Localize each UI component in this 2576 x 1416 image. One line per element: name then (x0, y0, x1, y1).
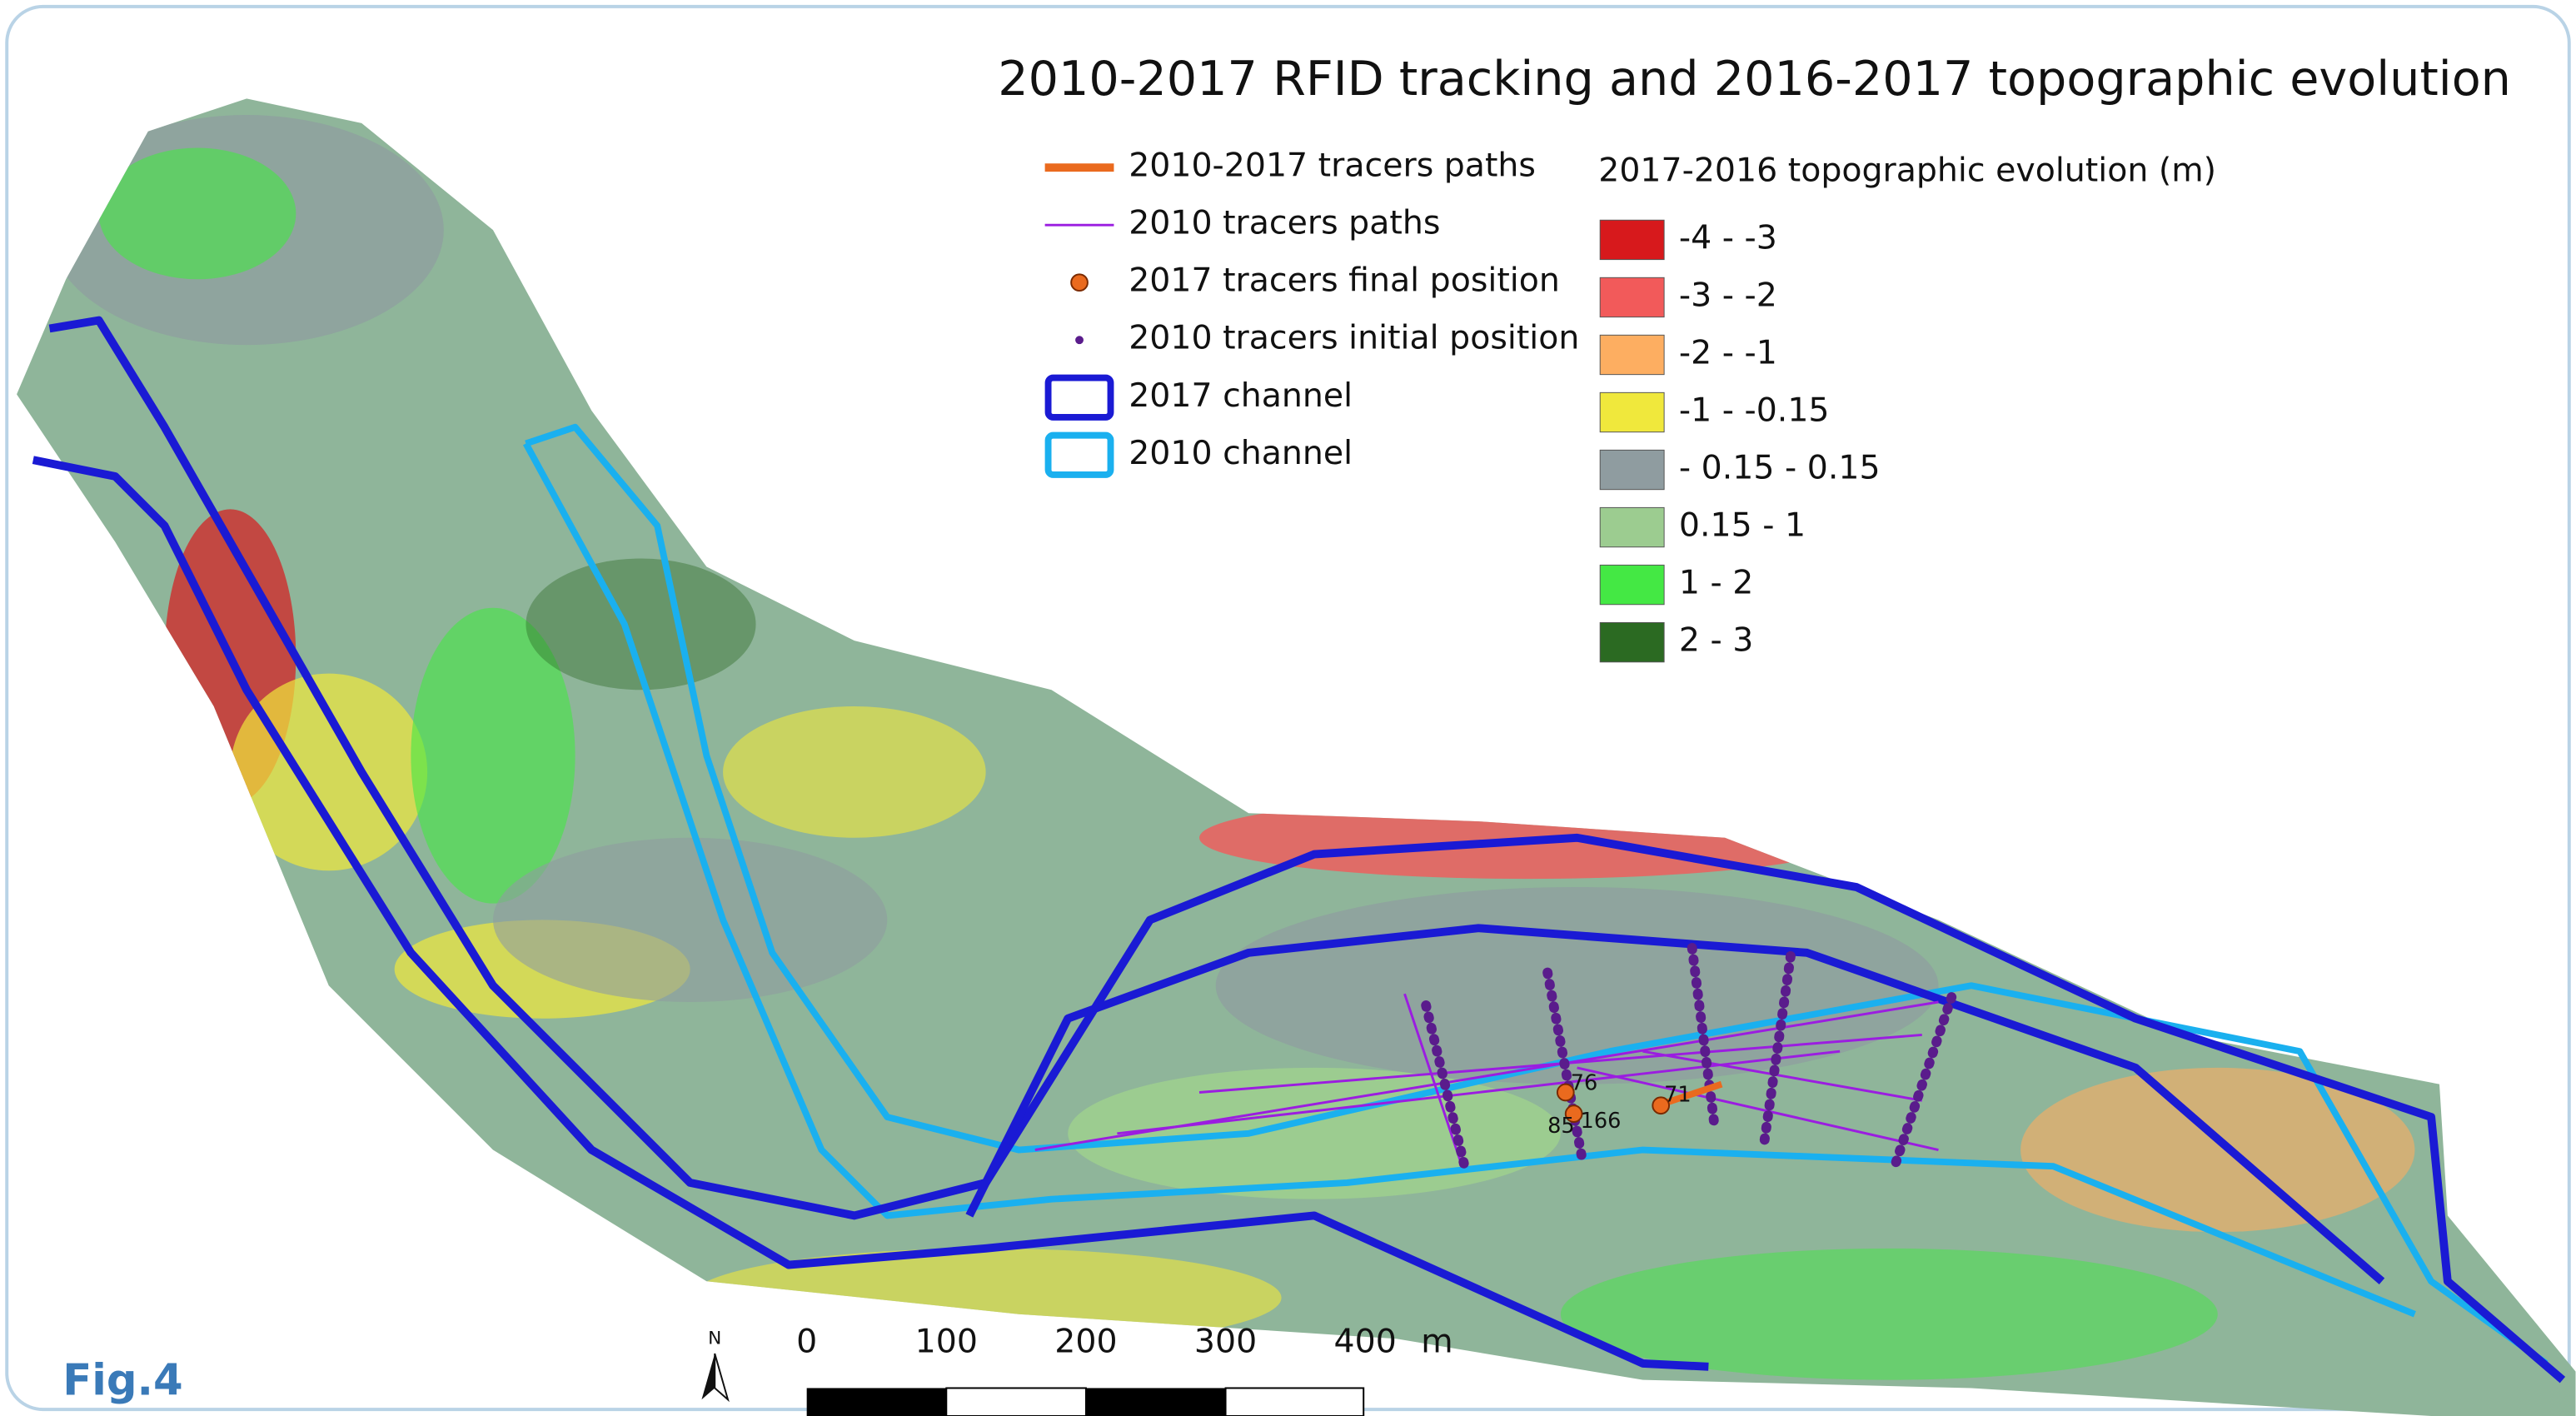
legend-swatch (1599, 391, 1665, 433)
scale-unit: m (1421, 1323, 1452, 1361)
legend-class-label: -3 - -2 (1679, 276, 1777, 314)
legend-swatch (1599, 334, 1665, 376)
legend-swatch (1599, 506, 1665, 548)
channel-2010 (525, 423, 2549, 1367)
tracer-label: 166 (1581, 1109, 1622, 1134)
elevation-legend-title: 2017-2016 topographic evolution (m) (1598, 152, 2216, 190)
channels (32, 316, 2566, 1384)
channel-2017 (965, 924, 2385, 1285)
legend-swatch (1599, 449, 1665, 491)
scale-label: 200 (1054, 1323, 1117, 1361)
tracer-path-2010-2017 (1661, 1080, 1723, 1108)
legend-class-label: 0.15 - 1 (1679, 506, 1806, 545)
scale-label: 100 (915, 1323, 978, 1361)
tracer-label: 85 (1547, 1114, 1575, 1139)
legend-label: 2010 tracers initial position (1129, 319, 1579, 357)
scale-bar: 0 100 200 300 400 m (796, 1323, 1453, 1416)
legend-label: 2017 channel (1129, 376, 1353, 415)
tracer-initial-positions (1421, 943, 1957, 1175)
figure-label: Fig.4 (62, 1356, 182, 1406)
legend-label: 2010-2017 tracers paths (1129, 147, 1536, 185)
legend-label: 2010 channel (1129, 434, 1353, 472)
legend-swatch (1599, 219, 1665, 261)
legend-label: 2017 tracers final position (1129, 262, 1560, 300)
legend-class-label: -1 - -0.15 (1679, 391, 1830, 430)
legend-swatch (1599, 621, 1665, 663)
legend-label: 2010 tracers paths (1129, 204, 1440, 242)
legend-class-label: 1 - 2 (1679, 564, 1754, 602)
legend-class-label: -2 - -1 (1679, 333, 1777, 371)
legend-class-label: - 0.15 - 0.15 (1679, 449, 1881, 487)
channel-2017 (32, 456, 1709, 1371)
tracer-label: 76 (1571, 1071, 1598, 1096)
legend-swatch (1599, 564, 1665, 606)
scale-label: 300 (1194, 1323, 1257, 1361)
legend-class-label: 2 - 3 (1679, 621, 1754, 660)
scale-label: 0 (796, 1323, 817, 1361)
elevation-legend: 2017-2016 topographic evolution (m) -4 -… (1598, 152, 2216, 663)
scale-label: 400 (1334, 1323, 1397, 1361)
legend: 2010-2017 tracers paths 2010 tracers pat… (1044, 147, 1579, 478)
tracer-final-positions (1556, 1083, 1671, 1123)
legend-class-label: -4 - -3 (1679, 218, 1777, 257)
tracer-label: 71 (1664, 1082, 1692, 1107)
legend-swatch (1599, 277, 1665, 318)
tracer-labels: 76 85 166 71 (1547, 1071, 1692, 1139)
map-title: 2010-2017 RFID tracking and 2016-2017 to… (998, 52, 2511, 107)
north-label: N (708, 1328, 721, 1349)
